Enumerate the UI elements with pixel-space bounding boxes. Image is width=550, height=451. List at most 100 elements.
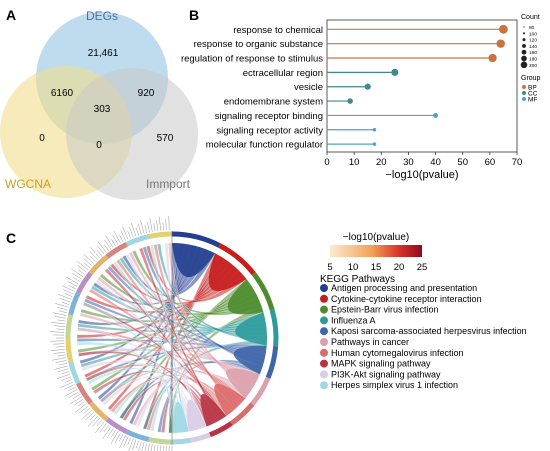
gene-label-tick	[66, 276, 79, 285]
gene-label-tick	[144, 442, 147, 451]
gene-label-tick	[58, 294, 72, 300]
gene-label-tick	[97, 241, 107, 253]
gene-label-tick	[67, 281, 78, 287]
x-axis-label: −log10(pvalue)	[385, 169, 458, 181]
kegg-chord-diagram	[50, 216, 279, 451]
lollipop-point	[496, 39, 505, 48]
kegg-legend-dot	[320, 359, 328, 368]
gene-label-tick	[51, 321, 65, 325]
gene-label-tick	[55, 360, 67, 363]
gene-label-tick	[153, 223, 156, 232]
gene-label-tick	[138, 223, 142, 235]
gene-label-tick	[57, 307, 68, 311]
gene-label-tick	[56, 373, 71, 379]
gene-label-tick	[150, 444, 153, 451]
pathway-sector	[214, 383, 246, 416]
gene-label-tick	[156, 219, 159, 231]
go-lollipop-chart: response to chemical response to organic …	[181, 14, 541, 181]
gene-label-tick	[79, 405, 89, 414]
gene-label-tick	[85, 412, 94, 421]
pathway-arc	[265, 345, 279, 379]
gene-label-tick	[115, 432, 121, 443]
venn-diagram: DEGs WGCNA Immport 21,461 6160 920 303 0…	[0, 9, 198, 200]
gene-label-tick	[72, 394, 81, 399]
gene-label-tick	[68, 285, 76, 290]
gene-label-tick	[123, 436, 129, 447]
lollipop-point	[433, 112, 439, 118]
gene-label-tick	[72, 273, 82, 280]
group-legend-label: CC	[528, 90, 538, 97]
category-label: signaling receptor binding	[215, 111, 323, 122]
group-legend-label: BP	[528, 84, 537, 91]
gene-label-tick	[52, 312, 67, 316]
panel-label-a: A	[6, 7, 16, 23]
gene-label-tick	[104, 239, 111, 250]
pathway-arc	[251, 272, 275, 311]
gene-arc	[65, 337, 74, 362]
venn-set-label-wgcna: WGCNA	[5, 177, 51, 191]
gene-label-tick	[64, 379, 73, 383]
count-legend-value: 180	[529, 57, 537, 63]
gene-label-tick	[122, 226, 129, 240]
gene-label-tick	[78, 269, 85, 275]
gene-label-tick	[56, 346, 65, 348]
venn-count-immport-only: 570	[157, 133, 174, 144]
gene-label-tick	[64, 293, 73, 297]
gene-label-tick	[147, 443, 150, 451]
kegg-legend-label: Cytokine-cytokine receptor interaction	[331, 294, 482, 304]
gene-arc	[105, 417, 129, 434]
plot-frame	[326, 19, 518, 153]
gene-label-tick	[90, 247, 100, 258]
gene-label-tick	[54, 316, 66, 319]
kegg-pathway-legend: KEGG Pathways Antigen processing and pre…	[320, 274, 527, 390]
gene-label-tick	[73, 399, 84, 406]
gene-label-tick	[81, 410, 92, 420]
x-tick-label: 20	[376, 157, 387, 168]
gene-label-tick	[50, 349, 65, 351]
pvalue-colorbar: −log10(pvalue) 5 10 15 20 25	[327, 232, 427, 273]
gene-label-tick	[53, 343, 65, 345]
gene-label-tick	[99, 423, 107, 433]
gene-arc	[68, 360, 81, 385]
x-tick-label: 50	[457, 157, 468, 168]
pathway-sector	[208, 253, 247, 292]
x-tick-label: 30	[403, 157, 414, 168]
pathway-arc	[229, 402, 255, 426]
kegg-legend-dot	[320, 348, 328, 357]
kegg-legend-dot	[320, 316, 328, 325]
gene-label-tick	[149, 218, 153, 232]
kegg-legend-dot	[320, 327, 328, 336]
pathway-sector	[186, 399, 207, 432]
count-legend-value: 160	[529, 50, 537, 56]
lollipop-point	[391, 68, 399, 76]
gene-label-tick	[107, 428, 114, 438]
gene-label-tick	[141, 442, 145, 451]
kegg-legend-label: Antigen processing and presentation	[331, 283, 477, 293]
group-legend-title: Group	[521, 75, 541, 82]
gene-label-tick	[83, 258, 92, 266]
gene-label-tick	[138, 441, 142, 451]
colorbar-tick-label: 15	[371, 262, 382, 273]
category-label: regulation of response to stimulus	[181, 54, 323, 65]
pathway-sector	[233, 345, 267, 375]
gene-label-tick	[112, 234, 119, 245]
kegg-legend-label: Pathways in cancer	[331, 337, 409, 347]
x-tick-label: 40	[430, 157, 441, 168]
colorbar-tick-label: 25	[417, 262, 428, 273]
venn-count-wgcna-immport: 0	[96, 140, 102, 151]
pathway-sector	[226, 368, 260, 399]
colorbar-tick-label: 5	[327, 262, 332, 273]
gene-label-tick	[61, 371, 70, 375]
gene-label-tick	[89, 255, 96, 262]
group-legend-dot	[522, 85, 526, 89]
count-legend-value: 140	[529, 44, 537, 50]
kegg-legend-label: Herpes simplex virus 1 infection	[331, 380, 458, 390]
lollipop-point	[372, 142, 377, 146]
pathway-arc	[208, 421, 233, 438]
gene-label-tick	[92, 418, 100, 427]
gene-label-tick	[53, 351, 65, 354]
gene-label-tick	[69, 396, 82, 405]
group-legend-dot	[522, 91, 526, 95]
venn-set-label-immport: Immport	[146, 177, 191, 191]
gene-label-tick	[96, 249, 103, 257]
